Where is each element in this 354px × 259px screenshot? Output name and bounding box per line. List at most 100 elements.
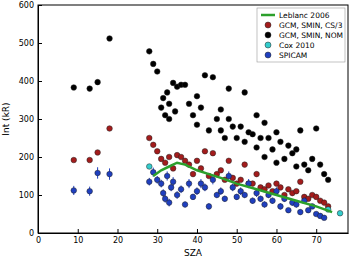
point bbox=[146, 179, 152, 185]
point bbox=[206, 204, 212, 210]
axis-line bbox=[39, 233, 349, 234]
point bbox=[294, 164, 300, 170]
legend-swatch bbox=[265, 42, 271, 48]
point bbox=[194, 158, 200, 164]
tick-mark bbox=[316, 229, 317, 233]
plot: 0102030405060700100200300400500600Leblan… bbox=[19, 1, 349, 245]
point bbox=[150, 61, 156, 67]
series bbox=[71, 167, 327, 220]
point bbox=[174, 192, 180, 198]
point bbox=[317, 162, 323, 168]
tick-mark bbox=[78, 229, 79, 233]
point bbox=[210, 177, 216, 183]
line bbox=[153, 163, 332, 212]
point bbox=[218, 107, 224, 113]
tick-label: 10 bbox=[73, 236, 83, 245]
legend-swatch bbox=[265, 52, 271, 58]
point bbox=[262, 120, 268, 126]
point bbox=[202, 149, 208, 155]
point bbox=[206, 128, 212, 134]
tick-mark bbox=[38, 81, 42, 82]
legend-label: Leblanc 2006 bbox=[279, 11, 330, 20]
point bbox=[218, 128, 224, 134]
point bbox=[182, 82, 188, 88]
point bbox=[166, 116, 172, 122]
legend-entry: GCM, SMIN, CS/3 bbox=[265, 21, 343, 30]
point bbox=[202, 73, 208, 79]
point bbox=[172, 109, 178, 115]
point bbox=[313, 126, 319, 132]
point bbox=[309, 156, 315, 162]
y-axis-title: Int (kR) bbox=[1, 102, 11, 135]
point bbox=[242, 162, 248, 168]
legend-label: GCM, SMIN, CS/3 bbox=[279, 21, 343, 30]
point bbox=[146, 135, 152, 141]
tick-mark bbox=[38, 157, 42, 158]
legend-swatch bbox=[265, 22, 271, 28]
point bbox=[95, 150, 101, 156]
tick-label: 50 bbox=[232, 236, 242, 245]
point bbox=[226, 158, 232, 164]
legend-swatch bbox=[265, 32, 271, 38]
point bbox=[226, 116, 232, 122]
tick-mark bbox=[38, 119, 42, 120]
tick-mark bbox=[276, 229, 277, 233]
point bbox=[298, 179, 304, 185]
point bbox=[226, 173, 232, 179]
tick: 500 bbox=[19, 39, 42, 48]
tick: 50 bbox=[232, 229, 242, 245]
tick: 10 bbox=[73, 229, 83, 245]
point bbox=[190, 171, 196, 177]
point bbox=[274, 160, 280, 166]
point bbox=[222, 196, 228, 202]
point bbox=[282, 156, 288, 162]
point bbox=[190, 194, 196, 200]
tick: 20 bbox=[113, 229, 123, 245]
point bbox=[146, 164, 152, 170]
point bbox=[154, 69, 160, 75]
point bbox=[87, 188, 93, 194]
point bbox=[278, 139, 284, 145]
point bbox=[198, 105, 204, 111]
point bbox=[107, 36, 113, 42]
plot-frame bbox=[38, 5, 348, 233]
point bbox=[150, 142, 156, 148]
x-axis: 010203040506070 bbox=[36, 229, 349, 245]
tick-mark bbox=[157, 229, 158, 233]
point bbox=[242, 90, 248, 96]
tick-label: 500 bbox=[19, 39, 34, 48]
point bbox=[190, 112, 196, 118]
point bbox=[278, 204, 284, 210]
point bbox=[298, 128, 304, 134]
tick-mark bbox=[38, 43, 42, 44]
point bbox=[71, 157, 77, 163]
tick-label: 70 bbox=[312, 236, 322, 245]
tick-label: 0 bbox=[36, 236, 41, 245]
tick: 30 bbox=[153, 229, 163, 245]
legend-entry: GCM, SMIN, NOM bbox=[265, 31, 343, 40]
point bbox=[218, 168, 224, 174]
point bbox=[160, 190, 166, 196]
point bbox=[254, 145, 260, 151]
marks bbox=[71, 36, 343, 221]
point bbox=[226, 86, 232, 92]
point bbox=[222, 135, 228, 141]
point bbox=[234, 135, 240, 141]
point bbox=[95, 79, 101, 85]
point bbox=[95, 170, 101, 176]
tick: 60 bbox=[272, 229, 282, 245]
legend-label: GCM, SMIN, NOM bbox=[279, 31, 343, 40]
series bbox=[71, 36, 331, 183]
point bbox=[234, 194, 240, 200]
point bbox=[194, 122, 200, 128]
point bbox=[146, 49, 152, 55]
point bbox=[294, 188, 300, 194]
point bbox=[71, 85, 77, 91]
point bbox=[107, 171, 113, 177]
legend-label: SPICAM bbox=[279, 51, 307, 60]
point bbox=[230, 185, 236, 191]
point bbox=[321, 215, 327, 221]
tick-label: 0 bbox=[29, 229, 34, 238]
point bbox=[274, 130, 280, 136]
point bbox=[214, 116, 220, 122]
